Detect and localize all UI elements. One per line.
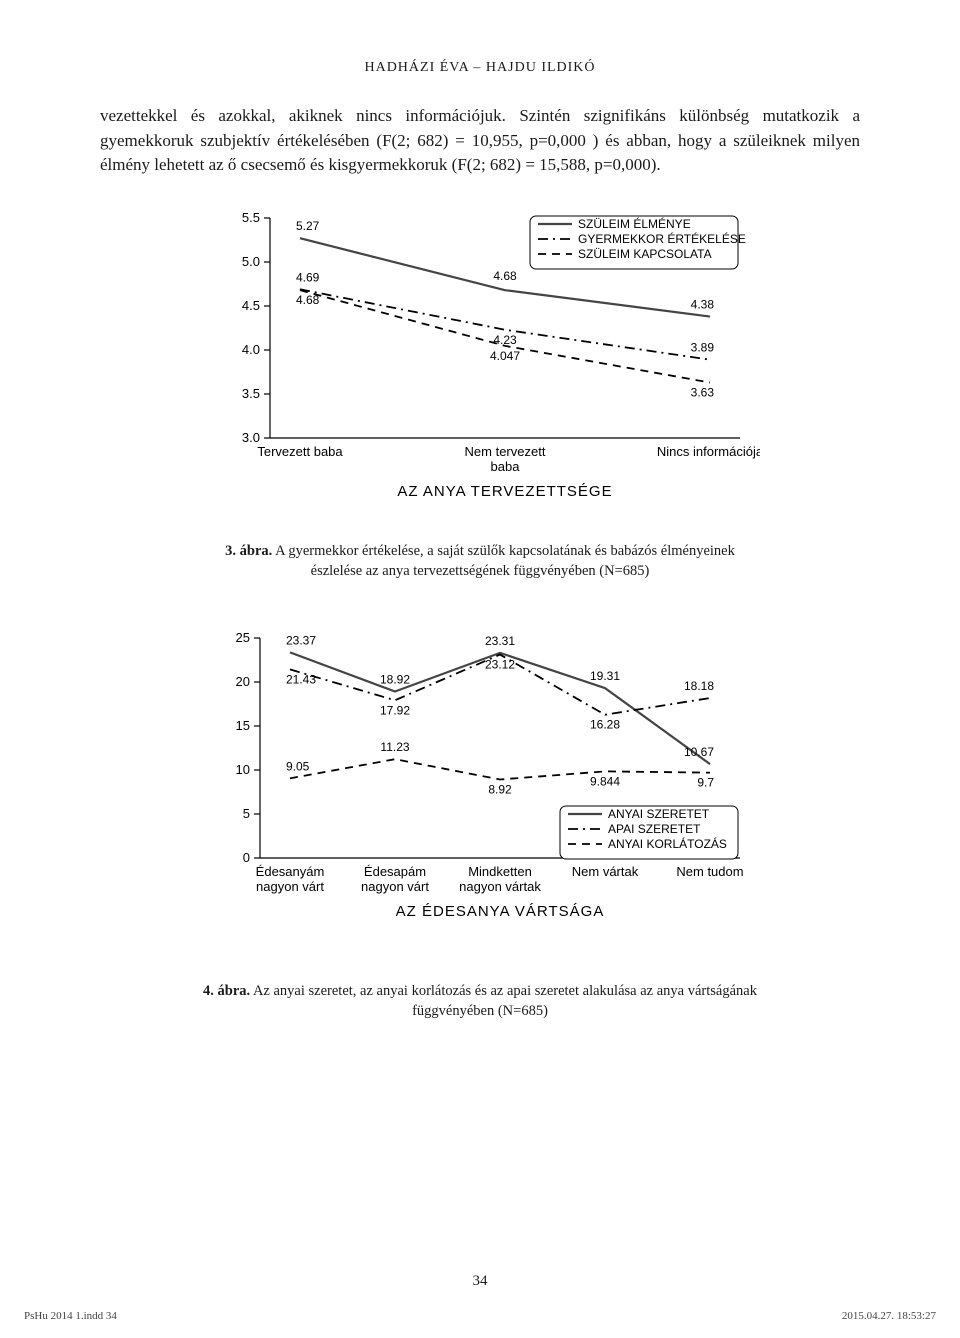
svg-text:baba: baba <box>491 459 521 474</box>
svg-text:4.5: 4.5 <box>242 298 260 313</box>
svg-text:Édesapám: Édesapám <box>364 864 426 879</box>
svg-text:23.31: 23.31 <box>485 633 515 647</box>
svg-text:Nem tudom: Nem tudom <box>676 864 743 879</box>
svg-text:Tervezett baba: Tervezett baba <box>257 444 343 459</box>
svg-text:ANYAI SZERETET: ANYAI SZERETET <box>608 807 710 821</box>
svg-text:APAI SZERETET: APAI SZERETET <box>608 822 701 836</box>
page-number: 34 <box>0 1273 960 1290</box>
svg-text:4.38: 4.38 <box>691 297 715 311</box>
figure-4-caption-text: Az anyai szeretet, az anyai korlátozás é… <box>250 983 757 1019</box>
svg-text:5.27: 5.27 <box>296 219 320 233</box>
svg-text:10.67: 10.67 <box>684 745 714 759</box>
svg-text:3.5: 3.5 <box>242 386 260 401</box>
svg-text:Édesanyám: Édesanyám <box>256 864 325 879</box>
svg-text:23.12: 23.12 <box>485 657 515 671</box>
svg-text:SZÜLEIM KAPCSOLATA: SZÜLEIM KAPCSOLATA <box>578 247 712 261</box>
svg-text:3.89: 3.89 <box>691 341 715 355</box>
figure-3-caption: 3. ábra. A gyermekkor értékelése, a sajá… <box>200 541 760 582</box>
body-paragraph: vezettekkel és azokkal, akiknek nincs in… <box>100 104 860 178</box>
figure-4-chart: 0510152025Édesanyámnagyon vártÉdesapámna… <box>200 618 760 963</box>
svg-text:4.68: 4.68 <box>296 293 320 307</box>
svg-text:0: 0 <box>243 850 250 865</box>
svg-text:18.18: 18.18 <box>684 679 714 693</box>
svg-text:AZ ANYA TERVEZETTSÉGE: AZ ANYA TERVEZETTSÉGE <box>397 483 612 500</box>
svg-text:9.7: 9.7 <box>697 775 714 789</box>
svg-text:GYERMEKKOR ÉRTÉKELÉSE: GYERMEKKOR ÉRTÉKELÉSE <box>578 231 746 246</box>
svg-text:9.844: 9.844 <box>590 774 620 788</box>
figure-3-svg: 3.0 3.5 4.0 4.5 5.0 5.5 Tervezett baba Nem terv… <box>200 198 760 518</box>
svg-text:Nem tervezett: Nem tervezett <box>465 444 546 459</box>
svg-text:21.43: 21.43 <box>286 672 316 686</box>
svg-text:4.047: 4.047 <box>490 349 520 363</box>
page: HADHÁZI ÉVA – HAJDU ILDIKÓ vezettekkel é… <box>0 0 960 1338</box>
svg-text:17.92: 17.92 <box>380 703 410 717</box>
svg-text:3.63: 3.63 <box>691 385 715 399</box>
svg-text:nagyon várt: nagyon várt <box>361 879 429 894</box>
figure-3-chart: 3.0 3.5 4.0 4.5 5.0 5.5 Tervezett baba Nem terv… <box>200 198 760 523</box>
svg-text:3.0: 3.0 <box>242 430 260 445</box>
svg-text:SZÜLEIM ÉLMÉNYE: SZÜLEIM ÉLMÉNYE <box>578 216 691 231</box>
svg-text:nagyon vártak: nagyon vártak <box>459 879 541 894</box>
footer-left: PsHu 2014 1.indd 34 <box>24 1310 117 1322</box>
svg-text:11.23: 11.23 <box>380 740 409 754</box>
svg-text:9.05: 9.05 <box>286 759 310 773</box>
figure-4-caption-bold: 4. ábra. <box>203 983 250 999</box>
svg-text:10: 10 <box>236 762 250 777</box>
svg-text:5.5: 5.5 <box>242 210 260 225</box>
figure-4-caption: 4. ábra. Az anyai szeretet, az anyai kor… <box>200 981 760 1022</box>
svg-text:18.92: 18.92 <box>380 672 410 686</box>
svg-text:20: 20 <box>236 674 250 689</box>
svg-text:23.37: 23.37 <box>286 633 316 647</box>
footer-right: 2015.04.27. 18:53:27 <box>842 1310 936 1322</box>
svg-text:4.68: 4.68 <box>493 269 517 283</box>
svg-text:19.31: 19.31 <box>590 669 620 683</box>
svg-text:15: 15 <box>236 718 250 733</box>
svg-text:Nincs információja: Nincs információja <box>657 444 760 459</box>
figure-3-caption-text: A gyermekkor értékelése, a saját szülők … <box>272 543 735 579</box>
svg-text:Nem vártak: Nem vártak <box>572 864 639 879</box>
svg-text:Mindketten: Mindketten <box>468 864 532 879</box>
svg-text:4.23: 4.23 <box>493 333 517 347</box>
svg-text:ANYAI KORLÁTOZÁS: ANYAI KORLÁTOZÁS <box>608 836 727 851</box>
svg-text:4.69: 4.69 <box>296 270 320 284</box>
figure-3-caption-bold: 3. ábra. <box>225 543 272 559</box>
svg-text:AZ ÉDESANYA VÁRTSÁGA: AZ ÉDESANYA VÁRTSÁGA <box>396 903 605 920</box>
figure-4-svg: 0510152025Édesanyámnagyon vártÉdesapámna… <box>200 618 760 958</box>
svg-text:5: 5 <box>243 806 250 821</box>
svg-text:5.0: 5.0 <box>242 254 260 269</box>
svg-text:25: 25 <box>236 630 250 645</box>
running-head: HADHÁZI ÉVA – HAJDU ILDIKÓ <box>100 60 860 76</box>
svg-text:4.0: 4.0 <box>242 342 260 357</box>
svg-text:16.28: 16.28 <box>590 717 620 731</box>
svg-text:8.92: 8.92 <box>488 782 512 796</box>
svg-text:nagyon várt: nagyon várt <box>256 879 324 894</box>
